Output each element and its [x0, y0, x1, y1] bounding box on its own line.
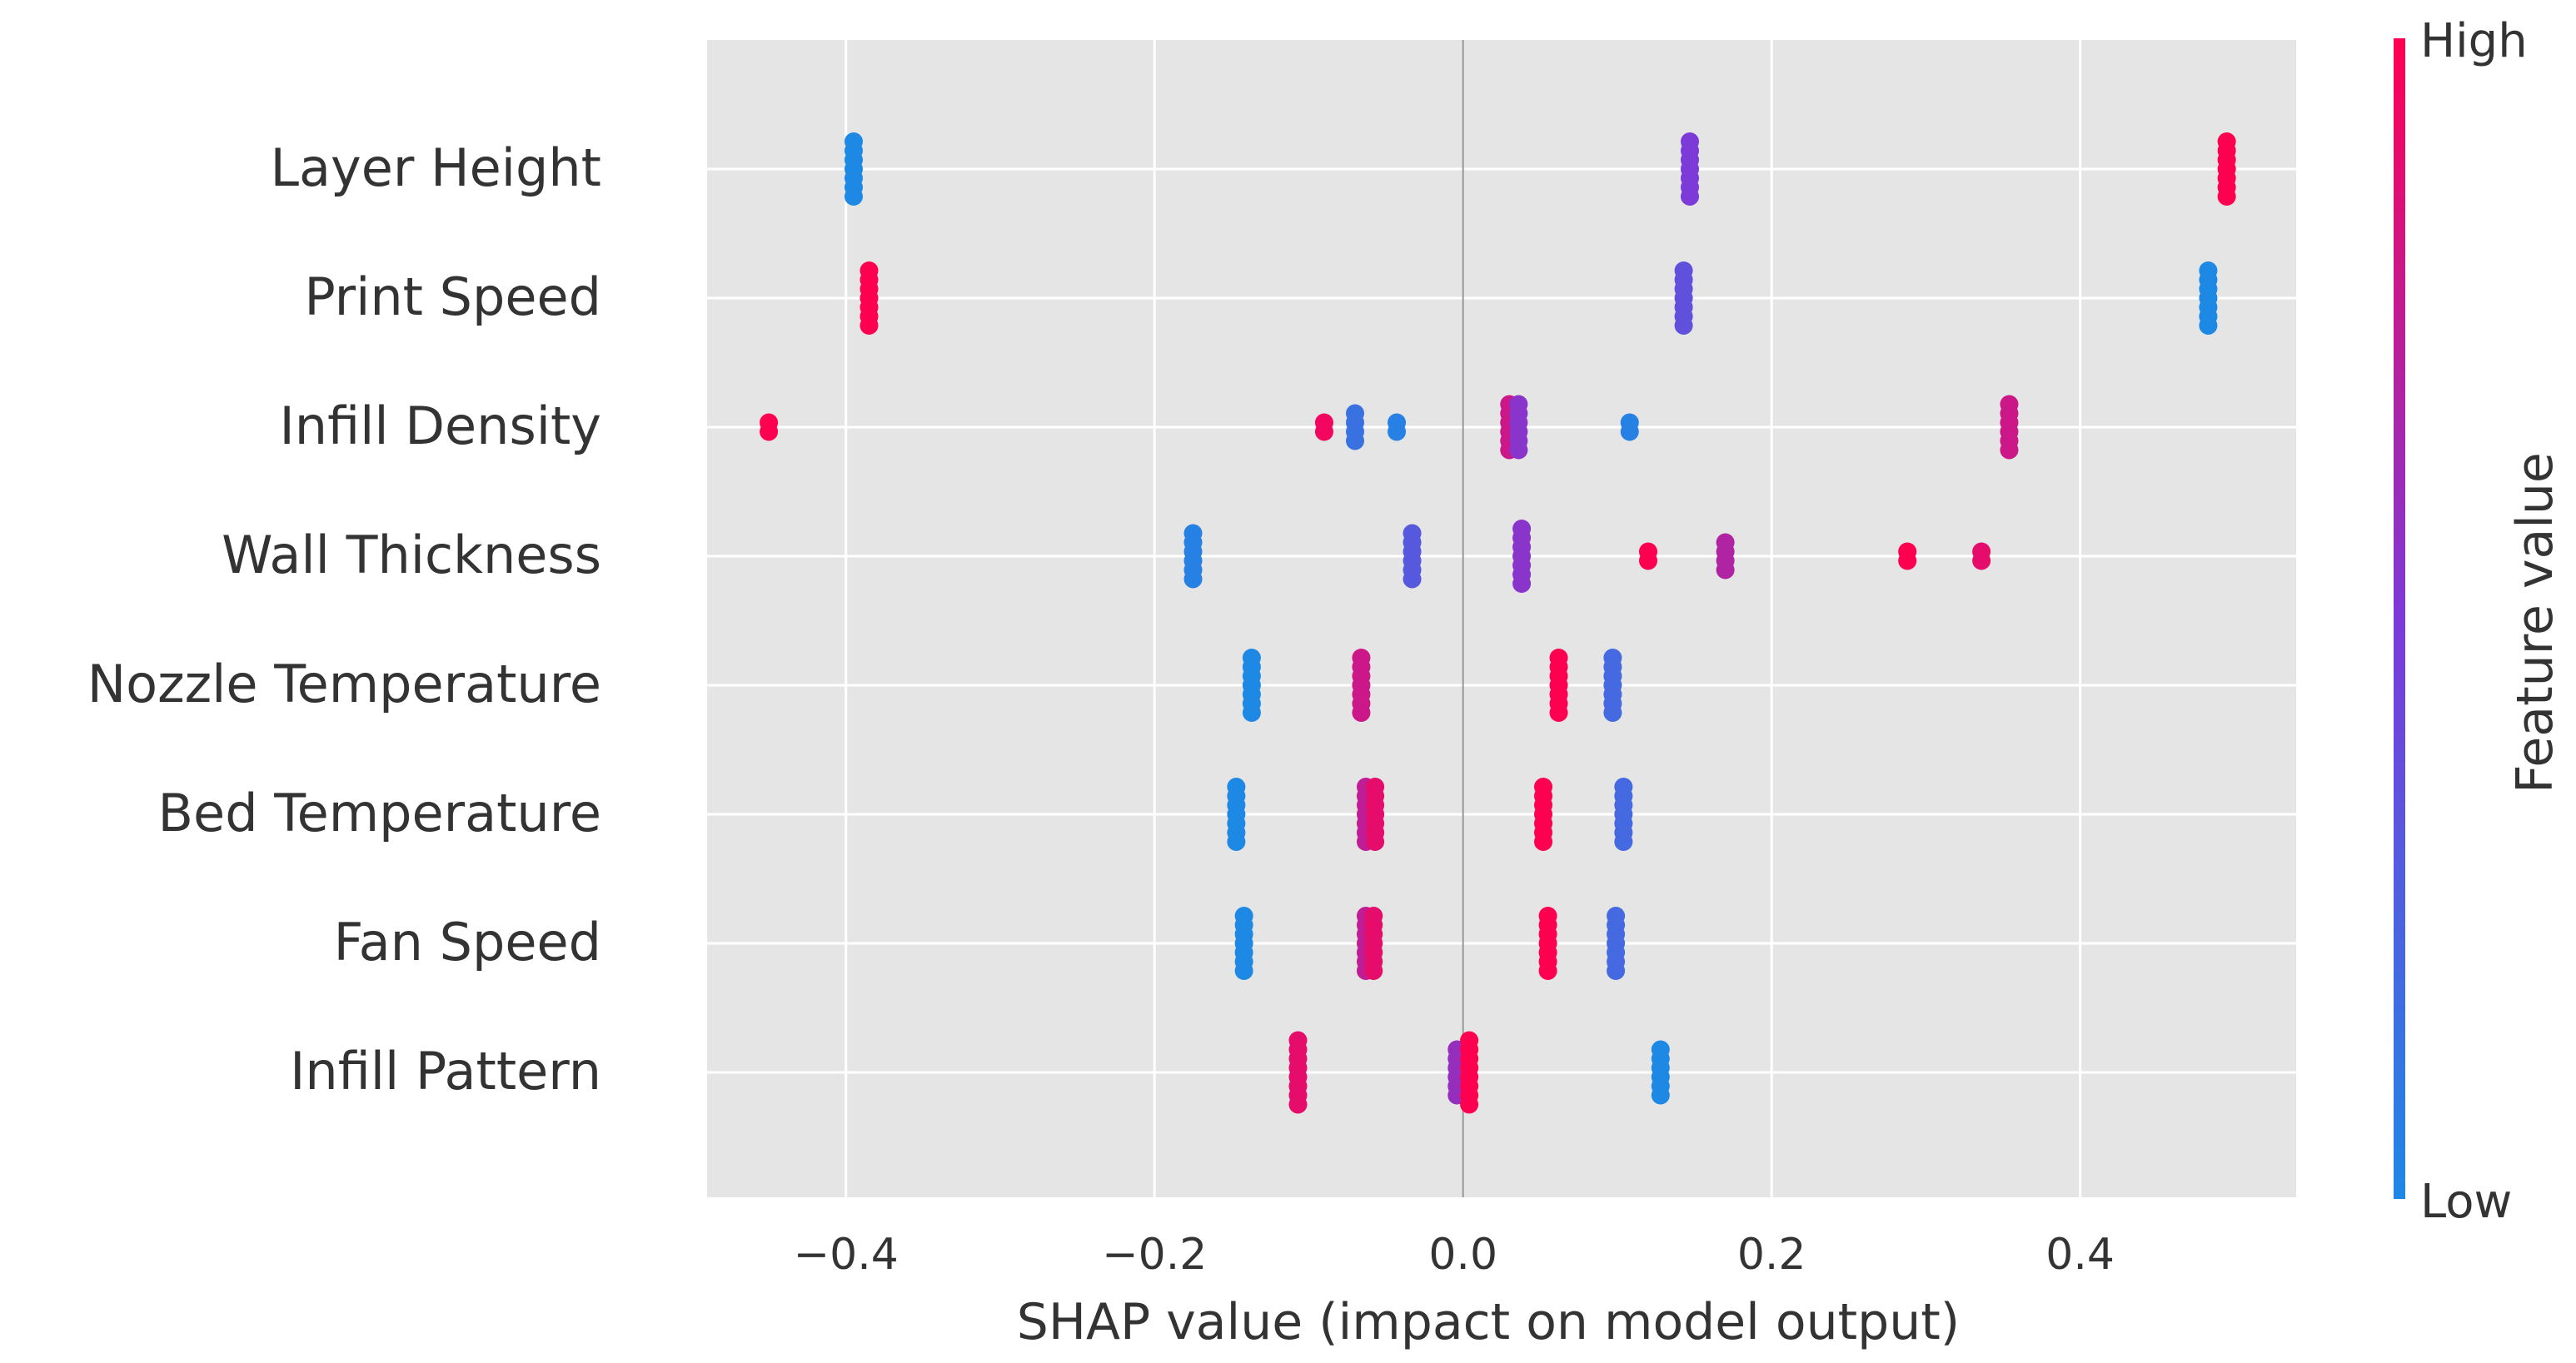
feature-label: Infill Density: [279, 395, 601, 456]
shap-point: [760, 422, 779, 441]
x-axis-label: SHAP value (impact on model output): [1017, 1293, 1960, 1351]
shap-point: [1234, 962, 1253, 980]
shap-point: [1651, 1086, 1670, 1105]
data-points: [760, 132, 2236, 1114]
shap-point: [1364, 962, 1383, 980]
x-tick-label: 0.2: [1737, 1230, 1806, 1280]
shap-point: [1509, 440, 1528, 460]
plot-area-background: [707, 40, 2296, 1197]
x-tick-label: 0.0: [1428, 1230, 1497, 1280]
x-tick-labels: −0.4 −0.2 0.0 0.2 0.4: [794, 1230, 2115, 1280]
colorbar: [2394, 38, 2405, 1199]
colorbar-low-label: Low: [2420, 1175, 2512, 1229]
feature-label: Infill Pattern: [290, 1041, 601, 1102]
shap-point: [1512, 575, 1532, 593]
x-tick-label: −0.4: [794, 1230, 899, 1280]
feature-label: Bed Temperature: [158, 783, 601, 843]
shap-point: [1403, 570, 1422, 589]
feature-label: Print Speed: [304, 266, 601, 327]
colorbar-high-label: High: [2420, 14, 2528, 68]
shap-point: [1314, 422, 1333, 441]
shap-point: [1614, 833, 1633, 851]
shap-point: [1288, 1095, 1308, 1114]
shap-point: [1972, 551, 1991, 570]
shap-point: [1183, 570, 1203, 589]
shap-point: [2217, 187, 2236, 206]
shap-point: [1366, 833, 1385, 851]
grid-lines: [707, 40, 2296, 1197]
feature-labels: Layer Height Print Speed Infill Density Wal…: [87, 137, 601, 1102]
shap-point: [1538, 962, 1557, 980]
feature-label: Layer Height: [270, 137, 601, 198]
shap-point: [1549, 704, 1568, 722]
shap-point: [1352, 704, 1371, 722]
shap-point: [859, 316, 879, 335]
feature-label: Wall Thickness: [222, 525, 601, 585]
shap-point: [1388, 422, 1407, 441]
x-tick-label: −0.2: [1102, 1230, 1207, 1280]
shap-point: [844, 187, 863, 206]
shap-point: [1674, 316, 1693, 335]
feature-label: Fan Speed: [334, 912, 601, 973]
shap-point: [1716, 560, 1735, 580]
shap-point: [2000, 440, 2019, 460]
colorbar-axis-label: Feature value: [2506, 452, 2564, 793]
shap-point: [1680, 187, 1699, 206]
shap-point: [1898, 551, 1917, 570]
shap-point: [1620, 422, 1639, 441]
shap-point: [1603, 704, 1622, 722]
shap-point: [1534, 833, 1553, 851]
shap-point: [1607, 962, 1626, 980]
shap-point: [1638, 551, 1657, 570]
shap-point: [2199, 316, 2218, 335]
x-tick-label: 0.4: [2045, 1230, 2115, 1280]
shap-point: [1460, 1095, 1479, 1114]
shap-point: [1227, 833, 1246, 851]
shap-point: [1242, 704, 1261, 722]
feature-label: Nozzle Temperature: [87, 654, 601, 714]
shap-point: [1346, 431, 1365, 450]
